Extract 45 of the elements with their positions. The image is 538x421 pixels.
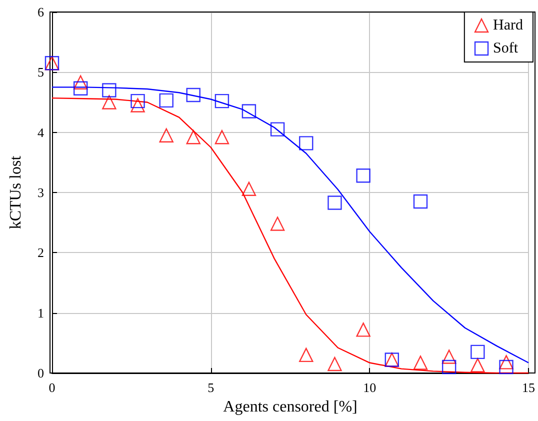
point	[413, 194, 428, 209]
x-axis-title: Agents censored [%]	[223, 398, 358, 416]
point	[470, 344, 485, 360]
y-tick-label: 1	[38, 305, 44, 320]
x-tick-label: 5	[208, 380, 214, 395]
y-tick-label: 0	[38, 366, 44, 380]
point	[73, 81, 88, 96]
legend-label: Soft	[493, 40, 519, 56]
x-tick-label: 0	[48, 380, 56, 395]
y-tick-label: 5	[38, 64, 44, 80]
point	[159, 128, 174, 142]
point	[186, 130, 200, 144]
point	[442, 350, 456, 364]
y-tick-label: 4	[38, 124, 44, 140]
point	[102, 83, 116, 98]
point	[159, 93, 174, 108]
point	[328, 356, 342, 372]
point	[214, 130, 230, 144]
x-tick-label: 15	[522, 380, 535, 395]
y-tick-label: 2	[38, 245, 44, 260]
legend-label: Hard	[493, 18, 524, 34]
point	[470, 358, 485, 372]
point	[242, 104, 256, 118]
point	[130, 98, 145, 112]
point	[299, 348, 314, 362]
point	[214, 94, 230, 108]
point	[242, 182, 256, 196]
point	[270, 122, 285, 136]
point	[299, 136, 314, 150]
point	[499, 360, 514, 374]
point	[328, 196, 342, 210]
point	[270, 216, 285, 231]
point	[186, 88, 200, 102]
y-axis-title: kCTUs lost	[8, 155, 24, 230]
point	[356, 168, 370, 183]
point	[413, 356, 428, 370]
y-tick-label: 6	[38, 4, 44, 20]
y-tick-label: 3	[38, 185, 44, 200]
point	[130, 94, 145, 108]
point	[499, 355, 514, 370]
point	[73, 75, 88, 90]
x-tick-label: 10	[363, 380, 376, 395]
point	[356, 322, 370, 337]
point	[442, 360, 456, 374]
point	[102, 95, 116, 110]
